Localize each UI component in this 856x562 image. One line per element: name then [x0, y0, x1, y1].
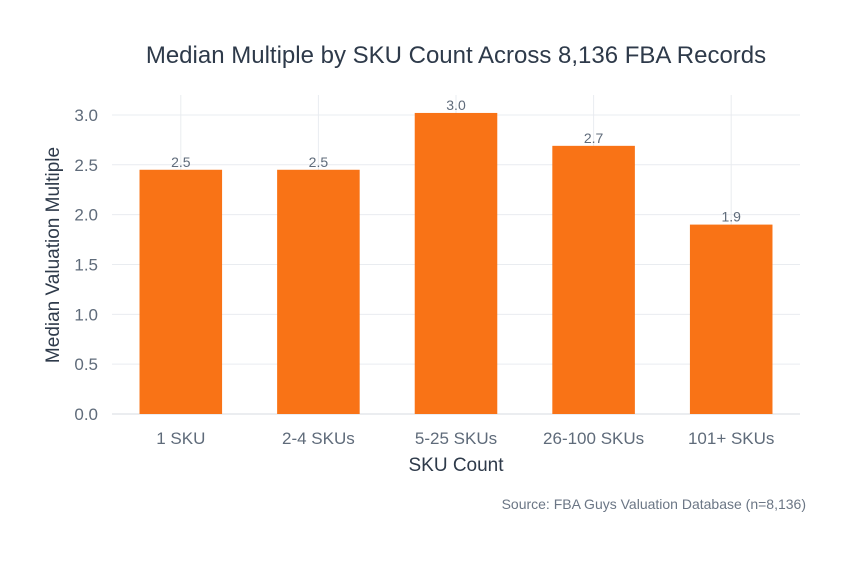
bar	[139, 169, 223, 414]
source-note: Source: FBA Guys Valuation Database (n=8…	[502, 496, 806, 512]
y-tick-label: 1.0	[74, 305, 98, 324]
bar-value-label: 3.0	[446, 97, 466, 113]
y-tick-label: 2.0	[74, 206, 98, 225]
bar	[689, 224, 773, 414]
bar-value-label: 2.5	[171, 154, 191, 170]
y-tick-label: 0.0	[74, 405, 98, 424]
bar-value-label: 2.5	[309, 154, 329, 170]
chart-title: Median Multiple by SKU Count Across 8,13…	[146, 42, 766, 69]
data-labels: 2.5 2.5 3.0 2.7 1.9	[171, 97, 741, 225]
bars	[139, 112, 773, 414]
bar	[552, 145, 635, 414]
y-tick-label: 1.5	[74, 255, 98, 274]
bar	[414, 112, 498, 414]
x-tick-label: 5-25 SKUs	[415, 429, 497, 448]
x-tick-label: 1 SKU	[156, 429, 205, 448]
bar	[277, 169, 360, 414]
x-axis-label: SKU Count	[408, 455, 504, 476]
x-axis-ticks: 1 SKU 2-4 SKUs 5-25 SKUs 26-100 SKUs 101+ SK…	[156, 429, 774, 448]
x-tick-label: 2-4 SKUs	[282, 429, 355, 448]
x-tick-label: 26-100 SKUs	[543, 429, 644, 448]
y-tick-label: 0.5	[74, 355, 98, 374]
y-axis-label: Median Valuation Multiple	[43, 147, 64, 363]
y-axis-ticks: 0.0 0.5 1.0 1.5 2.0 2.5 3.0	[74, 106, 98, 424]
y-tick-label: 2.5	[74, 156, 98, 175]
bar-value-label: 1.9	[721, 209, 741, 225]
bar-value-label: 2.7	[584, 130, 604, 146]
x-tick-label: 101+ SKUs	[688, 429, 774, 448]
y-tick-label: 3.0	[74, 106, 98, 125]
